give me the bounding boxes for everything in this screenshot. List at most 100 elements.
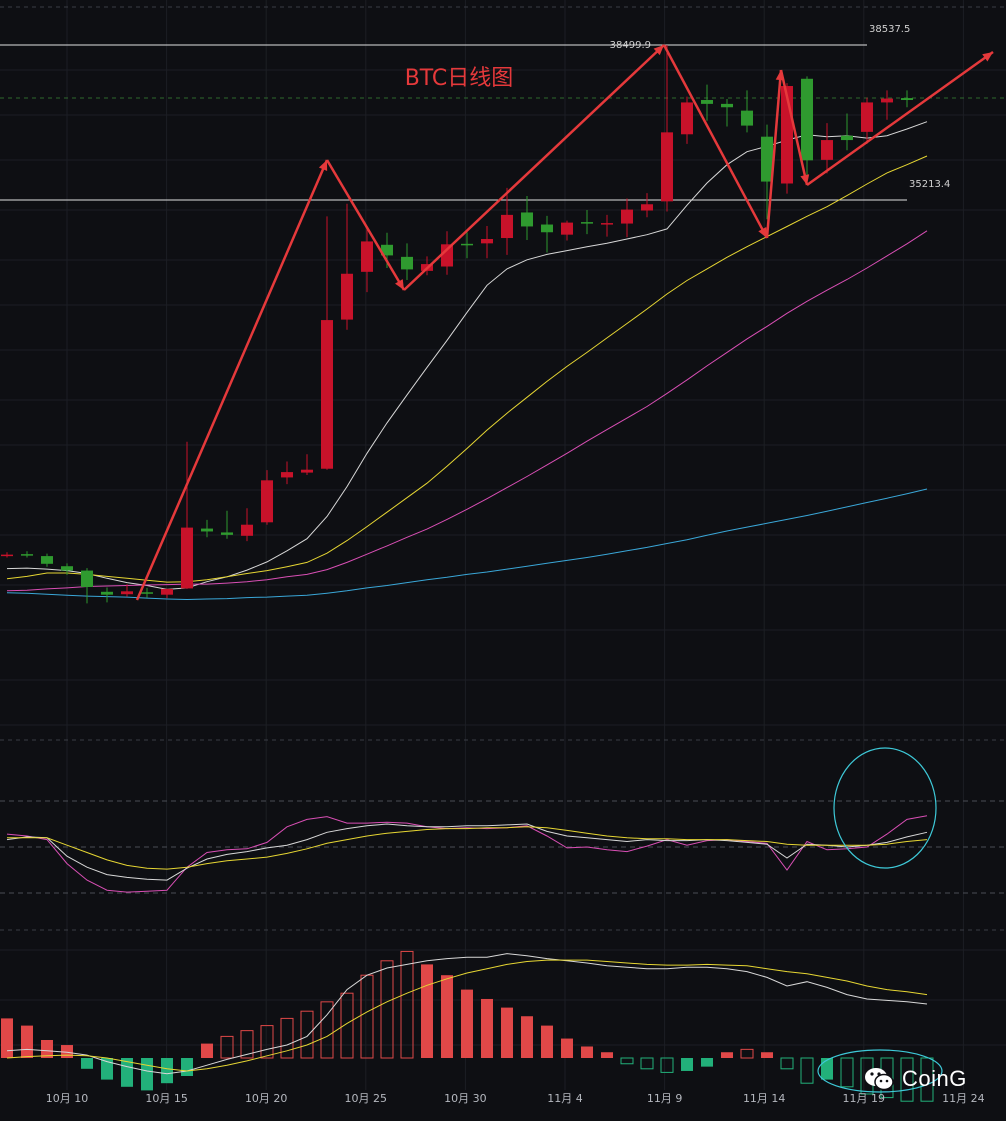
candle-body	[301, 469, 313, 473]
x-axis-tick-label: 10月 25	[345, 1092, 388, 1105]
macd-histogram-bar	[320, 1001, 334, 1059]
trend-arrow-head	[318, 160, 328, 171]
candle-body	[461, 243, 473, 246]
macd-histogram-bar	[441, 975, 453, 1058]
macd-histogram-bar	[900, 1057, 914, 1102]
macd-histogram-bar	[740, 1048, 754, 1059]
macd-histogram-bar	[501, 1007, 513, 1058]
trend-arrow-head	[653, 45, 664, 56]
macd-histogram-bar	[421, 964, 433, 1058]
trend-arrow-head	[982, 52, 993, 62]
macd-histogram-bar	[360, 974, 374, 1059]
trend-arrow	[403, 44, 665, 291]
candle-body	[821, 140, 833, 160]
candle-body	[61, 566, 73, 571]
trend-arrow	[765, 69, 783, 239]
wechat-icon	[865, 1068, 894, 1091]
macd-histogram-bar	[400, 950, 414, 1059]
candle-body	[841, 135, 853, 141]
macd-histogram-bar	[181, 1058, 193, 1076]
macd-histogram-bar	[640, 1057, 654, 1070]
candle-body	[121, 591, 133, 595]
macd-histogram-bar	[260, 1025, 274, 1059]
candle-body	[41, 556, 53, 564]
macd-histogram-bar	[840, 1057, 854, 1088]
trend-arrow	[325, 159, 406, 291]
candle-body	[361, 241, 373, 272]
trend-arrow	[779, 69, 809, 186]
candle-body	[901, 98, 913, 101]
x-axis-tick-label: 11月 19	[843, 1092, 886, 1105]
macd-histogram-bar	[920, 1057, 934, 1102]
x-axis-tick-label: 10月 20	[245, 1092, 288, 1105]
candle-body	[81, 570, 93, 587]
macd-histogram-bar	[821, 1058, 833, 1080]
candle-body	[641, 204, 653, 211]
candle-body	[381, 244, 393, 256]
candle-body	[881, 98, 893, 103]
x-axis-tick-label: 11月 9	[647, 1092, 683, 1105]
candle-body	[721, 103, 733, 108]
candle-body	[341, 273, 353, 320]
macd-histogram-bar	[521, 1016, 533, 1058]
x-axis-tick-label: 10月 15	[145, 1092, 188, 1105]
trend-arrow	[135, 159, 329, 601]
candle-body	[161, 588, 173, 595]
trend-arrow-head	[395, 279, 404, 290]
macd-histogram-bar	[380, 960, 394, 1059]
macd-histogram-bar	[81, 1058, 93, 1069]
candle-body	[601, 223, 613, 225]
macd-histogram-bar	[620, 1057, 634, 1065]
watermark-text: CoinG	[902, 1066, 967, 1091]
trend-arrow-head	[758, 227, 767, 238]
candle-body	[501, 214, 513, 239]
macd-histogram-bar	[481, 998, 493, 1058]
x-axis-tick-label: 11月 24	[942, 1092, 985, 1105]
trend-arrow-head	[800, 174, 810, 185]
candle-body	[261, 480, 273, 523]
macd-histogram-bar	[761, 1052, 773, 1058]
candle-body	[181, 527, 193, 589]
macd-histogram-bar	[161, 1058, 173, 1084]
macd-histogram-bar	[300, 1010, 314, 1059]
candle-body	[681, 102, 693, 135]
macd-histogram-bar	[41, 1040, 53, 1058]
macd-histogram-bar	[701, 1058, 713, 1067]
candle-body	[521, 212, 533, 227]
macd-histogram-bar	[220, 1035, 234, 1059]
macd-histogram-bar	[101, 1058, 113, 1080]
macd-histogram-bar	[340, 992, 354, 1059]
candle-body	[241, 524, 253, 536]
candle-body	[321, 320, 333, 469]
trend-arrow	[806, 50, 994, 187]
price-level-label: 38499.9	[610, 40, 651, 51]
macd-histogram-bar	[721, 1052, 733, 1058]
candle-body	[281, 472, 293, 478]
candle-body	[861, 102, 873, 132]
macd-histogram-bar	[201, 1043, 213, 1058]
macd-histogram-bar	[141, 1058, 153, 1091]
candle-body	[401, 256, 413, 270]
candle-body	[761, 136, 773, 182]
candle-body	[741, 110, 753, 126]
candle-body	[141, 592, 153, 594]
candle-body	[561, 222, 573, 235]
price-level-label: 35213.4	[909, 179, 950, 190]
macd-histogram-bar	[601, 1052, 613, 1058]
candle-body	[221, 532, 233, 535]
candle-body	[1, 554, 13, 557]
macd-histogram-bar	[681, 1058, 693, 1071]
moving-average-line	[6, 230, 928, 592]
macd-histogram-bar	[800, 1057, 814, 1084]
macd-histogram-bar	[561, 1038, 573, 1058]
candle-body	[661, 132, 673, 202]
trend-arrow	[662, 44, 769, 239]
highlight-ellipse	[817, 1049, 943, 1093]
candle-body	[621, 209, 633, 224]
x-axis-tick-label: 10月 30	[444, 1092, 487, 1105]
macd-histogram-bar	[21, 1025, 33, 1058]
candle-body	[441, 244, 453, 267]
macd-histogram-bar	[581, 1046, 593, 1058]
macd-histogram-bar	[280, 1017, 294, 1059]
